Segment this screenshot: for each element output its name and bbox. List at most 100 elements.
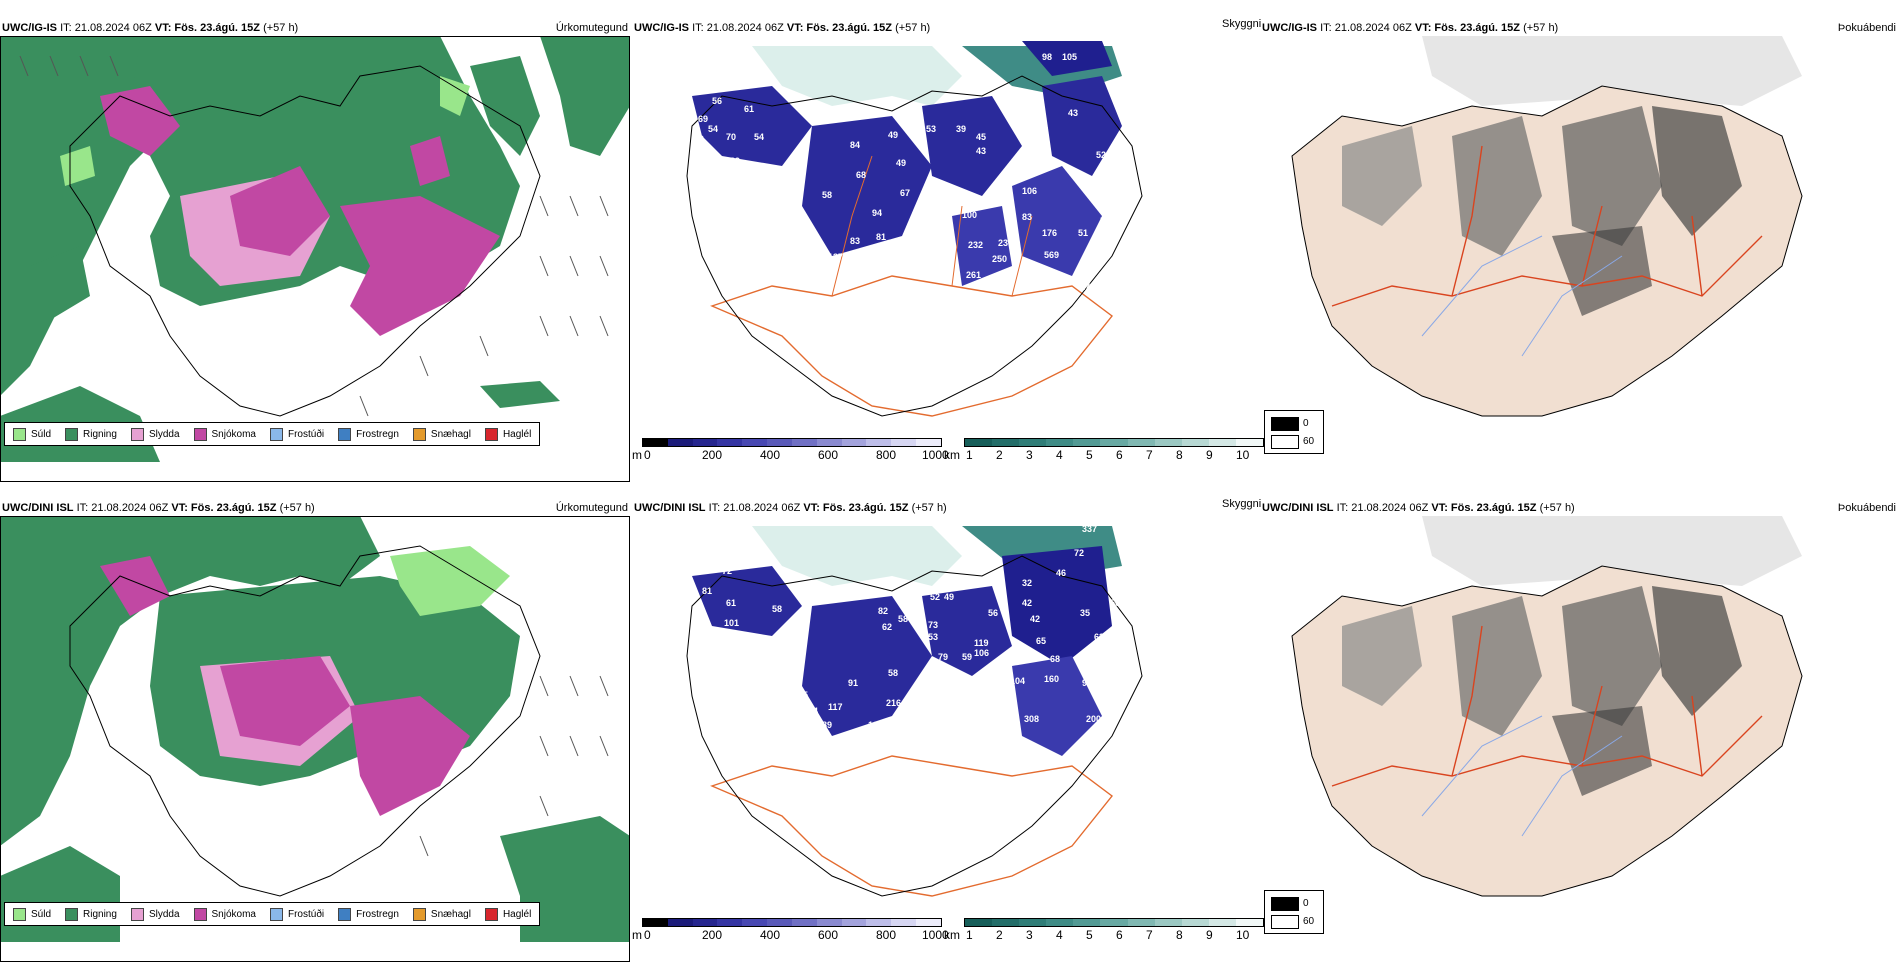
legend-item: Frostúði	[269, 427, 324, 441]
cloud-base-value: 137	[828, 252, 843, 262]
cloud-base-value: 83	[850, 236, 860, 246]
cloud-base-value: 200	[1086, 714, 1101, 724]
valid-time: VT: Fös. 23.ágú. 15Z	[803, 502, 909, 514]
cloud-base-bar	[642, 918, 942, 927]
cloud-base-value: 43	[976, 146, 986, 156]
cloud-base-value: 81	[702, 586, 712, 596]
model-name: UWC/DINI ISL	[1262, 502, 1334, 514]
cloud-base-value: 50	[1110, 598, 1120, 608]
cloud-base-value: 32	[1022, 578, 1032, 588]
cloud-base-value: 48	[1032, 136, 1042, 146]
cloud-base-value: 94	[808, 706, 818, 716]
cloud-base-value: 120	[724, 78, 739, 88]
cloud-base-value: 52	[930, 592, 940, 602]
valid-time: VT: Fös. 23.ágú. 15Z	[786, 22, 892, 34]
rain-area	[540, 36, 630, 156]
legend-swatch	[269, 427, 283, 441]
cloud-base-value: 124	[782, 304, 797, 314]
cloud-base-value: 85	[798, 690, 808, 700]
legend-swatch	[130, 907, 144, 921]
cloud-base-value: 45	[976, 132, 986, 142]
legend-label: Frostúði	[287, 908, 325, 920]
tick-label: 4	[1056, 448, 1063, 462]
cloud-base-value: 62	[882, 622, 892, 632]
fog-map	[1222, 36, 1900, 467]
valid-time: VT: Fös. 23.ágú. 15Z	[1431, 502, 1537, 514]
legend-item: Súld	[13, 427, 51, 441]
tick-label: 8	[1176, 928, 1183, 942]
cloud-base-value: 89	[822, 720, 832, 730]
lead-time: (+57 h)	[1539, 502, 1575, 514]
cloud-base-value: 81	[876, 232, 886, 242]
cloud-base-value: 569	[1044, 250, 1059, 260]
cloud-base-value: 121	[764, 692, 779, 702]
cloud-base-unit: m	[632, 448, 642, 462]
fog-map	[1222, 516, 1900, 947]
wind-barbs	[19, 55, 609, 417]
panel-header: UWC/IG-IS IT: 21.08.2024 06Z VT: Fös. 23…	[2, 22, 628, 38]
cloud-base-value: 43	[1068, 108, 1078, 118]
fog-panel: Skyggni UWC/DINI ISL IT: 21.08.2024 06Z …	[1222, 494, 1900, 942]
fog-min-swatch	[1271, 417, 1299, 431]
legend-label: Slydda	[148, 428, 180, 440]
fog-scale-box: 0 60	[1264, 410, 1324, 454]
cloud-base-value: 50	[1100, 216, 1110, 226]
cloud-base-value: 69	[698, 114, 708, 124]
tick-label: 3	[1026, 928, 1033, 942]
cloud-base-value: 397	[1146, 568, 1161, 578]
cloud-base-value: 122	[1150, 546, 1165, 556]
cloud-base-value: 159	[912, 264, 927, 274]
cloud-base-value: 84	[850, 140, 860, 150]
cloud-base-value: 61	[744, 104, 754, 114]
init-time: IT: 21.08.2024 06Z	[1320, 22, 1412, 34]
cloud-base-value: 65	[1036, 636, 1046, 646]
tick-label: 800	[876, 448, 897, 462]
valid-time: VT: Fös. 23.ágú. 15Z	[154, 22, 260, 34]
tick-label: 1000	[922, 928, 949, 942]
tick-label: 0	[644, 448, 651, 462]
tick-label: 10	[1236, 928, 1250, 942]
legend-item: Snjókoma	[193, 427, 256, 441]
tick-label: 200	[702, 448, 723, 462]
legend-item: Snæhagl	[412, 907, 471, 921]
cloud-base-value: 68	[856, 170, 866, 180]
cloud-base-value: 94	[872, 208, 882, 218]
cloud-base-value: 49	[896, 158, 906, 168]
visibility-label: Skyggni	[1222, 18, 1262, 30]
cloud-base-value: 270	[984, 714, 999, 724]
cloud-base-value: 60	[1132, 574, 1142, 584]
fog-min-label: 0	[1303, 418, 1309, 429]
cloud-base-value: 83	[1022, 212, 1032, 222]
cloud-base-value: 63	[1094, 632, 1104, 642]
cloud-base-value: 67	[808, 720, 818, 730]
legend-item: Haglél	[484, 427, 531, 441]
legend-swatch	[412, 907, 426, 921]
valid-time: VT: Fös. 23.ágú. 15Z	[171, 502, 277, 514]
cloud-base-bar	[642, 438, 942, 447]
legend-swatch	[13, 427, 26, 441]
tick-label: 7	[1146, 928, 1153, 942]
cloud-base-value: 58	[822, 190, 832, 200]
tick-label: 6	[1116, 928, 1123, 942]
cloud-base-value: 91	[1082, 678, 1092, 688]
cloud-base-value: 98	[1042, 52, 1052, 62]
legend-swatch	[412, 427, 426, 441]
cloud-base-value: 62	[914, 204, 924, 214]
cloud-base-value: 54	[754, 132, 764, 142]
cloud-base-value: 50	[694, 134, 704, 144]
cloud-base-value: 63	[1116, 620, 1126, 630]
visibility-label: Skyggni	[1222, 498, 1262, 510]
legend-label: Rigning	[83, 908, 117, 920]
model-name: UWC/IG-IS	[1262, 22, 1317, 34]
cloud-base-value: 56	[988, 608, 998, 618]
legend-label: Súld	[31, 908, 52, 920]
fog-scale-box: 0 60	[1264, 890, 1324, 934]
cloud-base-value: 70	[726, 132, 736, 142]
cloud-base-value: 73	[928, 620, 938, 630]
legend-item: Frostregn	[338, 907, 399, 921]
model-name: UWC/DINI ISL	[2, 502, 74, 514]
cloud-number-group: 98 105 120 56 61 69 54 50 70 54 88 89 51…	[690, 52, 1118, 330]
cloud-base-value: 50	[936, 844, 946, 854]
precip-type-panel: UWC/IG-IS IT: 21.08.2024 06Z VT: Fös. 23…	[0, 14, 632, 482]
init-time: IT: 21.08.2024 06Z	[60, 22, 152, 34]
